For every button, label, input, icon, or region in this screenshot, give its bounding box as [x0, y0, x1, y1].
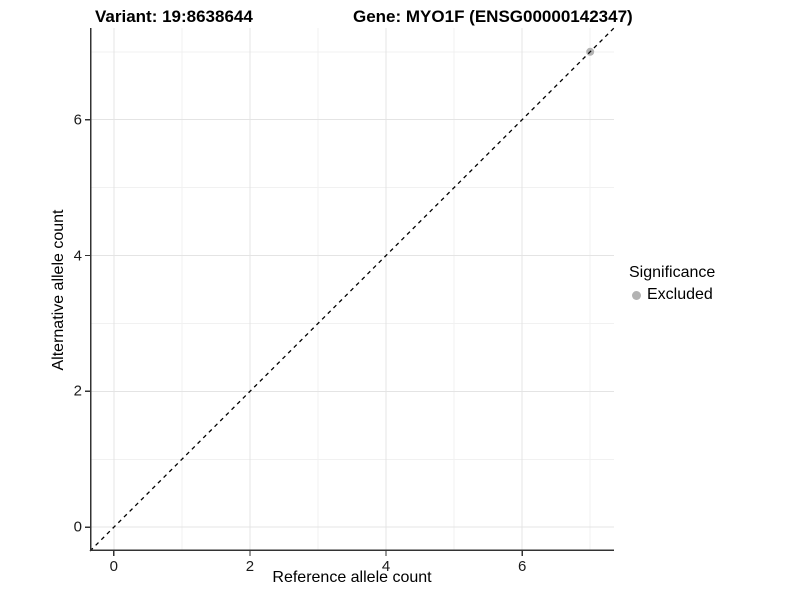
plot-title-gene: Gene: MYO1F (ENSG00000142347) — [353, 7, 633, 26]
identity-reference-line — [89, 27, 615, 552]
y-tick-label: 0 — [73, 518, 82, 536]
y-tick-label: 4 — [73, 247, 82, 265]
plot-panel — [85, 27, 615, 556]
legend-item-excluded: Excluded — [629, 286, 715, 304]
x-tick-label: 2 — [245, 558, 255, 575]
x-tick-label: 0 — [109, 558, 118, 575]
y-tick-label: 2 — [73, 382, 82, 400]
x-tick-label: 6 — [517, 558, 527, 575]
plot-title-variant: Variant: 19:8638644 — [95, 7, 253, 26]
plot-title: Variant: 19:8638644 Gene: MYO1F (ENSG000… — [0, 7, 800, 31]
y-tick-label: 6 — [73, 111, 82, 129]
x-axis-title: Reference allele count — [272, 569, 432, 586]
x-tick-label: 4 — [381, 558, 391, 575]
plot-canvas — [85, 27, 615, 556]
y-axis-title: Alternative allele count — [50, 209, 67, 371]
legend: Significance Excluded — [629, 264, 715, 304]
legend-title: Significance — [629, 264, 716, 281]
excluded-marker-icon — [632, 290, 641, 300]
legend-item-label: Excluded — [647, 286, 713, 303]
